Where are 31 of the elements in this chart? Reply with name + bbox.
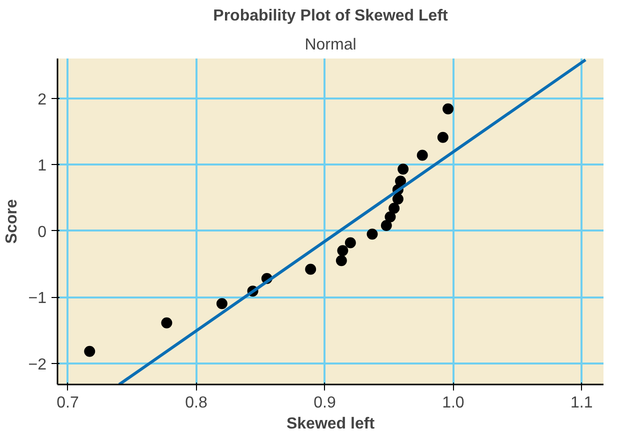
x-tick-label: 1.0	[442, 394, 464, 412]
x-tick-label: 0.8	[185, 394, 208, 412]
point	[442, 103, 454, 114]
point	[84, 346, 96, 357]
point	[395, 176, 406, 187]
point	[336, 255, 347, 266]
point	[161, 317, 172, 328]
y-tick-label: −2	[28, 356, 47, 374]
point	[437, 132, 448, 143]
point	[388, 202, 400, 214]
point	[392, 193, 404, 204]
y-tick-label: −1	[28, 290, 47, 308]
point	[344, 237, 356, 248]
y-tick-label: 2	[38, 91, 47, 108]
x-axis-title: Skewed left	[286, 416, 376, 432]
point	[366, 228, 378, 240]
y-tick-label: 1	[38, 158, 47, 175]
chart-title: Probability Plot of Skewed Left	[213, 8, 449, 24]
point	[384, 211, 396, 222]
chart-subtitle: Normal	[304, 36, 356, 54]
point	[380, 220, 392, 231]
x-tick-label: 0.9	[314, 394, 336, 412]
y-axis-title: Score	[3, 199, 20, 244]
point	[416, 150, 428, 161]
x-tick-label: 1.1	[570, 394, 593, 412]
y-tick-label: 0	[38, 224, 47, 241]
point	[305, 264, 316, 275]
x-tick-label: 0.7	[56, 394, 79, 412]
point	[216, 298, 228, 310]
point	[337, 245, 348, 256]
point	[398, 164, 409, 175]
